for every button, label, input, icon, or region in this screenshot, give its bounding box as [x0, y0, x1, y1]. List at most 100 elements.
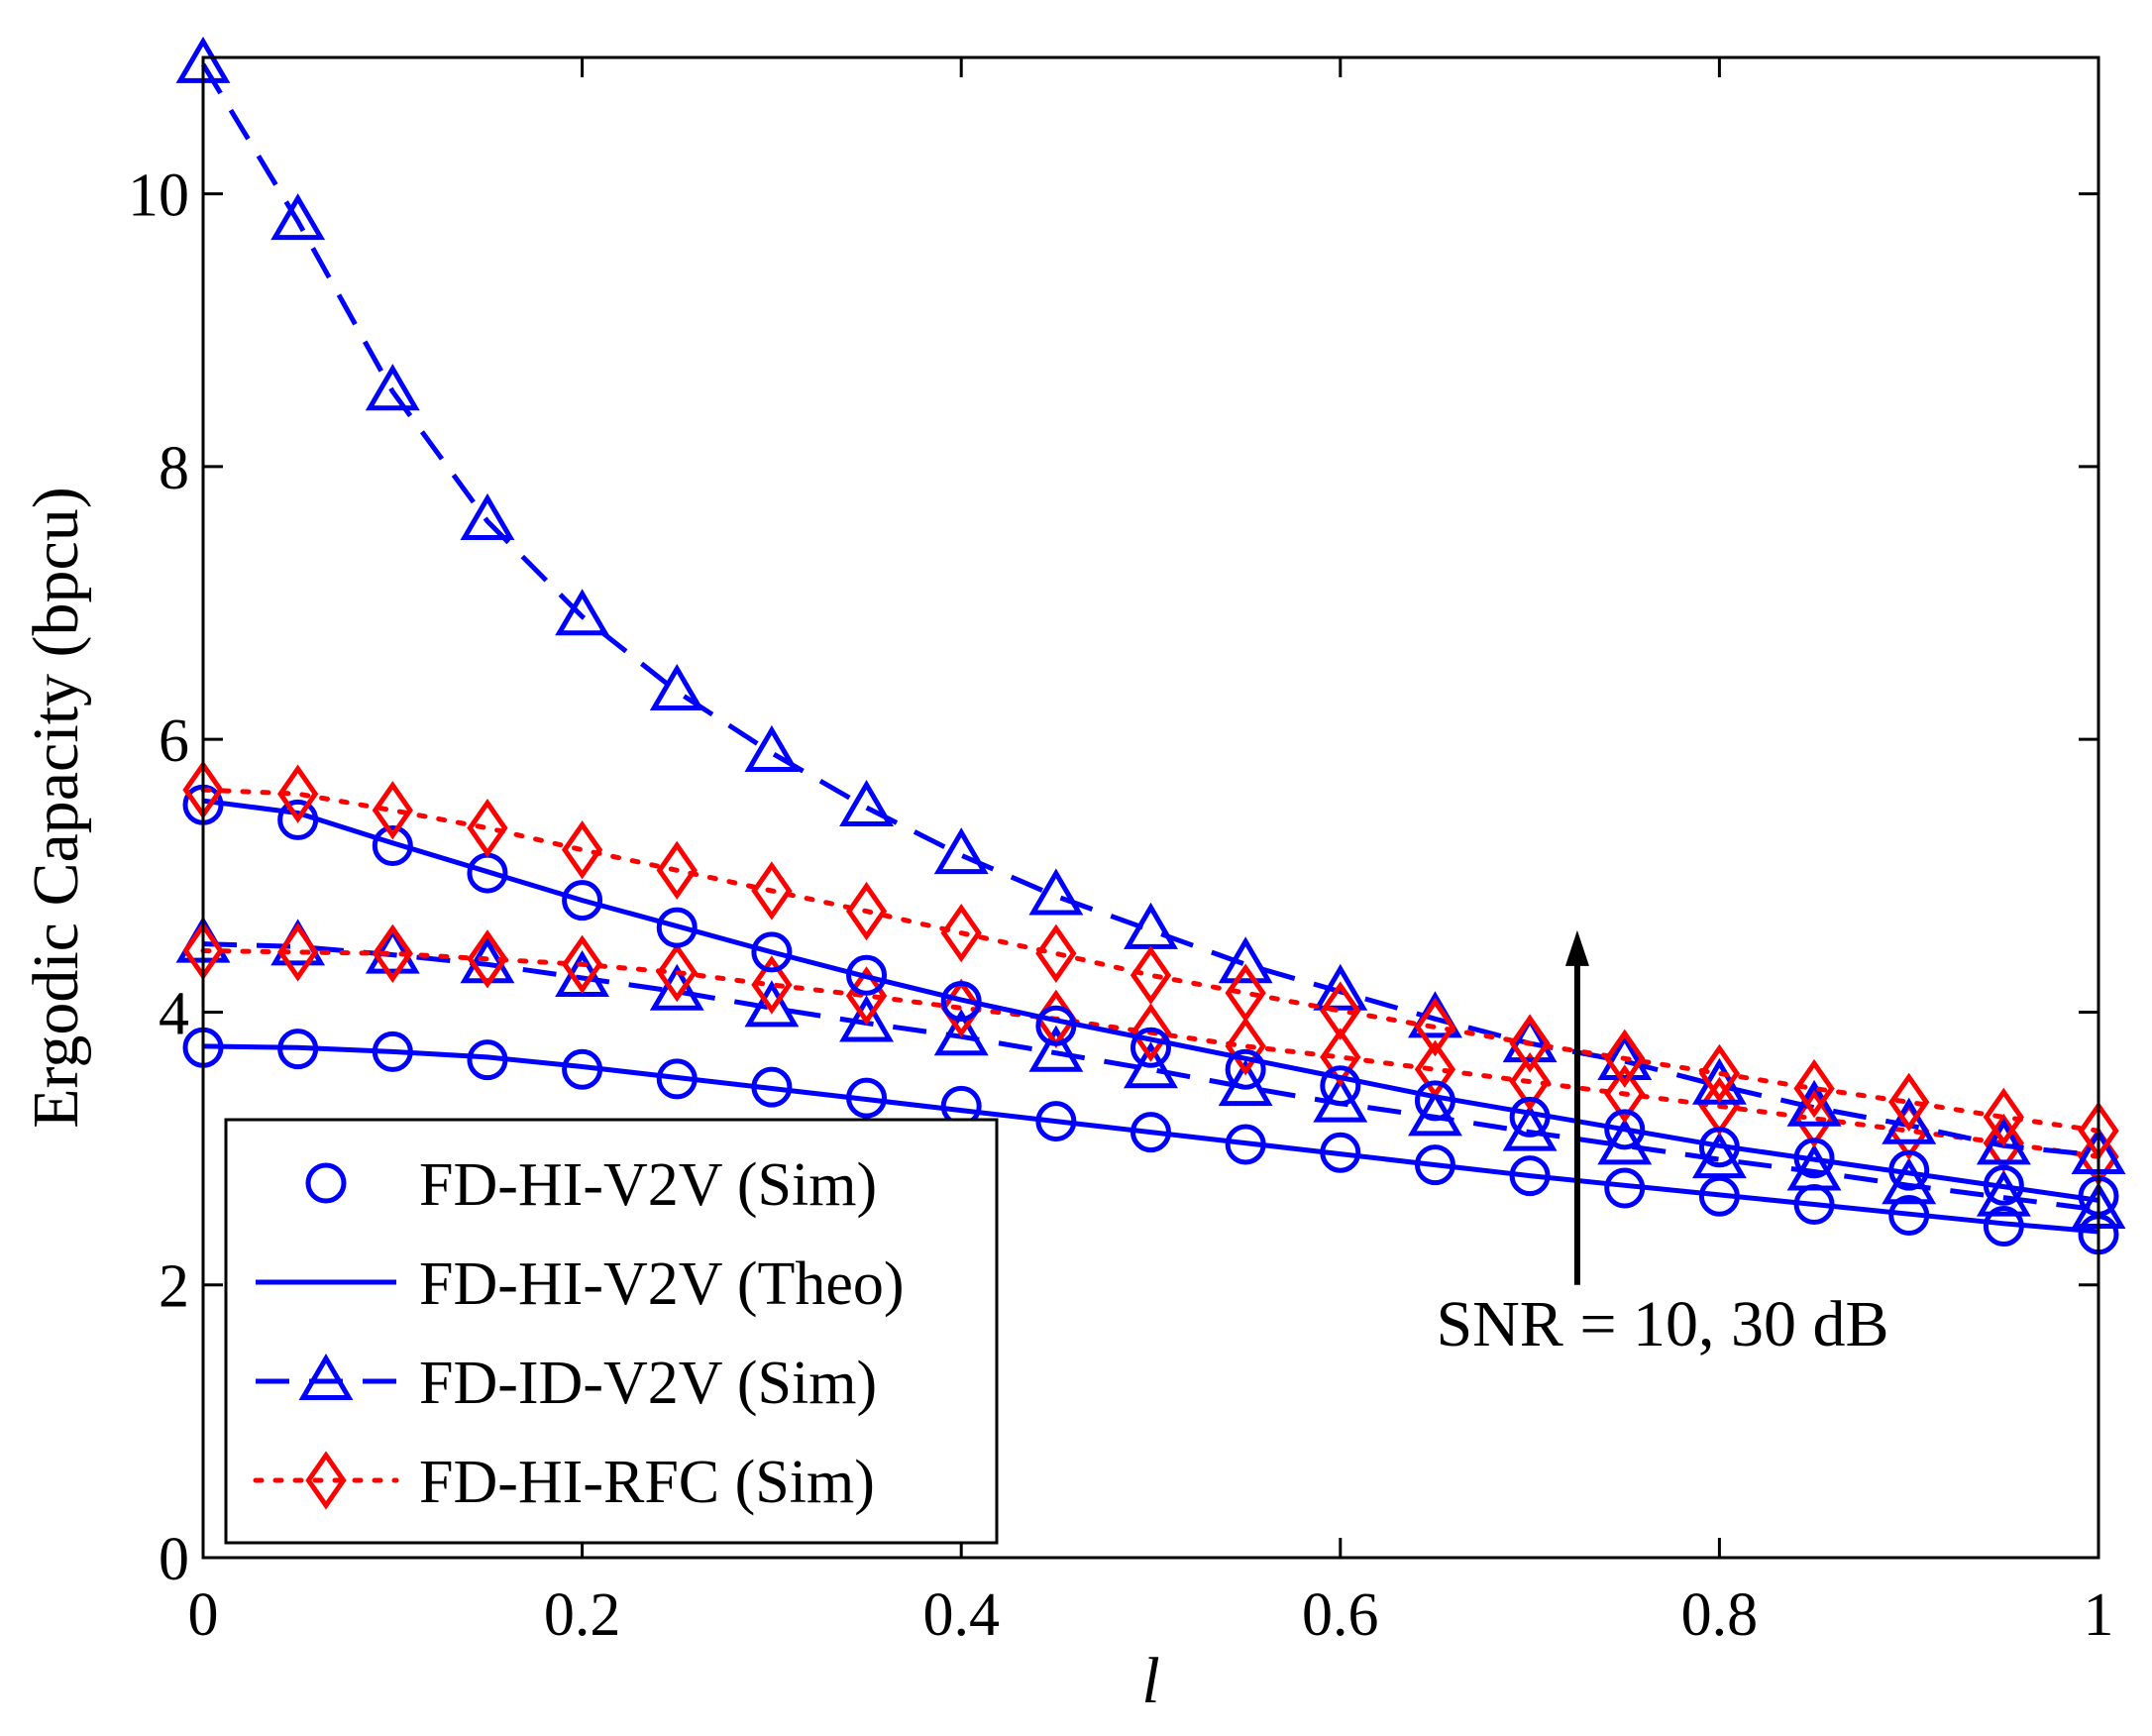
- data-point: [751, 955, 793, 1015]
- data-point: [1130, 1112, 1171, 1153]
- legend-marker: [305, 1162, 347, 1204]
- legend: FD-HI-V2V (Sim) FD-HI-V2V (Theo) FD-ID-V2V…: [224, 1118, 999, 1545]
- data-point: [277, 922, 319, 982]
- data-point: [1509, 1096, 1551, 1138]
- data-point: [1225, 963, 1266, 1023]
- x-tick-label: 0.2: [544, 1581, 621, 1649]
- series-line: [200, 948, 2101, 1159]
- data-point: [744, 724, 800, 772]
- data-point: [1793, 1058, 1835, 1119]
- series-line: [200, 787, 2101, 1134]
- snr-annotation: SNR = 10, 30 dB: [1436, 1288, 1888, 1360]
- x-tick-label: 0: [188, 1581, 219, 1649]
- legend-label: FD-HI-V2V (Sim): [419, 1151, 877, 1219]
- legend-marker: [305, 1451, 347, 1510]
- data-point: [277, 799, 319, 840]
- data-point: [1225, 1048, 1266, 1090]
- series-line: [202, 1043, 2099, 1235]
- data-point: [1698, 1043, 1741, 1104]
- data-point: [1225, 1124, 1266, 1165]
- series-4: [202, 798, 2099, 1203]
- data-point: [562, 880, 603, 922]
- data-point: [1976, 1169, 2031, 1217]
- data-point: [1786, 1079, 1842, 1127]
- data-point: [372, 781, 413, 840]
- data-point: [1035, 923, 1077, 983]
- data-point: [1130, 1027, 1171, 1068]
- data-point: [656, 942, 698, 1003]
- data-point: [656, 1058, 698, 1100]
- data-point: [845, 881, 888, 941]
- data-point: [1509, 1155, 1551, 1197]
- legend-item: FD-HI-V2V (Sim): [305, 1151, 877, 1219]
- data-point: [277, 764, 319, 823]
- data-point: [839, 995, 895, 1042]
- data-point: [846, 954, 888, 996]
- snr-arrow-head: [1564, 929, 1589, 966]
- series-0: [202, 1043, 2099, 1235]
- data-point: [1698, 1127, 1740, 1168]
- legend-label: FD-HI-V2V (Theo): [419, 1250, 905, 1318]
- data-point: [561, 819, 603, 880]
- data-point: [1130, 1003, 1172, 1062]
- data-point: [1976, 1118, 2031, 1165]
- y-tick-label: 2: [159, 1253, 189, 1321]
- data-point: [1320, 1132, 1361, 1173]
- legend-label: FD-ID-V2V (Sim): [419, 1350, 877, 1417]
- data-point: [277, 1029, 319, 1070]
- data-point: [1888, 1195, 1930, 1237]
- plot-frame: [201, 55, 2100, 1560]
- data-point: [744, 980, 800, 1028]
- data-point: [1604, 1064, 1646, 1124]
- legend-item: FD-ID-V2V (Sim): [256, 1350, 877, 1417]
- data-point: [933, 1009, 989, 1056]
- data-point: [751, 1066, 793, 1108]
- data-point: [1509, 1051, 1551, 1112]
- data-point: [460, 492, 515, 540]
- legend-item: FD-HI-RFC (Sim): [253, 1449, 875, 1516]
- data-point: [1604, 1109, 1646, 1150]
- x-axis-label: l: [1141, 1645, 1159, 1717]
- data-point: [839, 779, 895, 826]
- data-point: [372, 923, 413, 983]
- data-point: [372, 825, 413, 867]
- data-point: [467, 798, 508, 858]
- data-point: [649, 963, 704, 1011]
- data-point: [1218, 936, 1273, 984]
- y-axis-label: Ergodic Capacity (bpcu): [20, 487, 92, 1129]
- data-point: [270, 193, 326, 241]
- data-point: [1509, 1014, 1551, 1073]
- data-point: [1698, 1175, 1740, 1217]
- data-point: [1793, 1138, 1835, 1179]
- legend-label: FD-HI-RFC (Sim): [419, 1449, 875, 1516]
- data-point: [1414, 1080, 1455, 1122]
- data-point: [940, 978, 982, 1038]
- data-point: [1028, 1025, 1084, 1072]
- data-point: [467, 1039, 508, 1081]
- y-tick-label: 10: [128, 163, 189, 230]
- data-point: [1414, 1144, 1455, 1186]
- data-point: [1124, 1041, 1178, 1089]
- data-point: [751, 931, 793, 973]
- data-point: [1597, 1032, 1653, 1081]
- data-point: [1604, 1029, 1646, 1088]
- data-point: [1983, 1206, 2024, 1248]
- data-point: [1691, 1132, 1747, 1179]
- data-point: [1983, 1164, 2024, 1206]
- data-point: [1320, 981, 1361, 1040]
- legend-item: FD-HI-V2V (Theo): [256, 1250, 905, 1318]
- data-point: [649, 663, 704, 711]
- data-point: [940, 903, 982, 963]
- data-point: [372, 1031, 413, 1072]
- data-point: [656, 907, 698, 948]
- data-point: [1983, 1087, 2024, 1147]
- data-point: [1035, 1101, 1077, 1142]
- data-point: [1313, 963, 1368, 1011]
- data-point: [751, 861, 793, 921]
- legend-marker: [298, 1353, 354, 1400]
- data-point: [1502, 1016, 1558, 1063]
- series-7: [182, 760, 2119, 1160]
- y-tick-label: 4: [159, 980, 189, 1047]
- data-point: [1888, 1149, 1930, 1191]
